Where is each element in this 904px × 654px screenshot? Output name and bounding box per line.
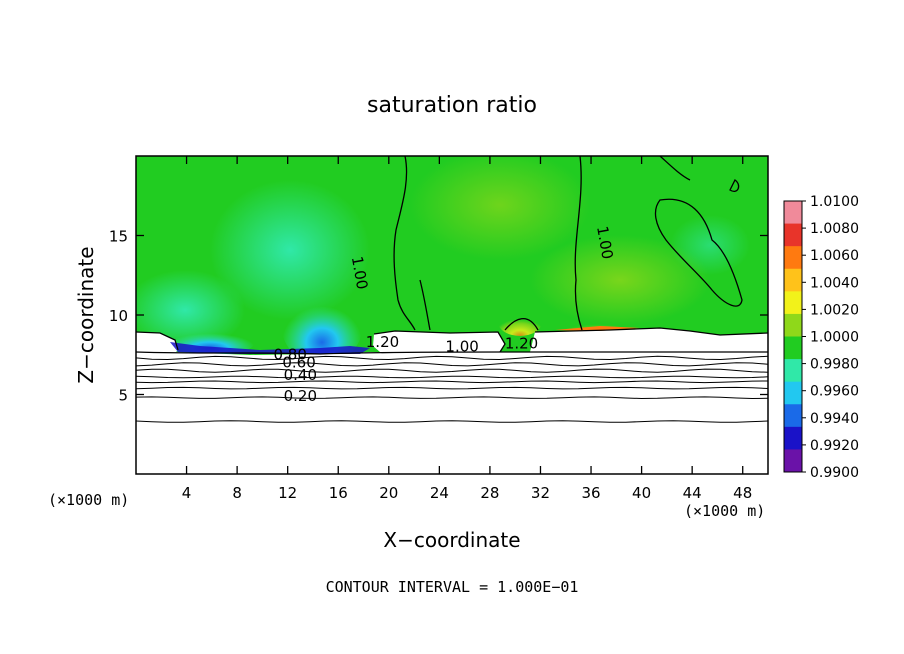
field-blue-fringe: [170, 342, 370, 354]
contour-level-line: [135, 375, 769, 379]
colorbar-swatch: [784, 201, 802, 225]
colorbar-swatch: [784, 404, 802, 428]
x-axis-unit-left: (×1000 m): [48, 491, 129, 509]
contour-label: 1.00: [593, 225, 617, 261]
field-cyan-patch: [210, 180, 370, 320]
contour-levels: [135, 355, 769, 423]
x-tick-label: 40: [632, 484, 651, 502]
contour-level-line: [135, 380, 769, 384]
contour-label: 1.00: [348, 255, 372, 291]
contour-line: [534, 327, 768, 336]
colorbar-swatch: [784, 268, 802, 292]
contour-line: [373, 330, 506, 353]
contour-lines: [136, 156, 768, 355]
x-axis-unit-right: (×1000 m): [684, 502, 765, 520]
contour-label: 0.20: [284, 387, 317, 405]
field-yellow-patch: [498, 308, 542, 336]
y-tick-label: 15: [109, 228, 128, 246]
contour-line: [504, 318, 539, 331]
contour-label: 0.40: [284, 366, 317, 384]
contour-level-line: [135, 420, 769, 423]
contour-line: [729, 179, 740, 192]
colorbar-swatch: [784, 426, 802, 450]
field-lower-region: [136, 352, 768, 474]
x-tick-label: 24: [430, 484, 449, 502]
x-tick-label: 12: [278, 484, 297, 502]
contour-line: [659, 156, 691, 181]
contour-label: 1.20: [366, 333, 399, 351]
colorbar-swatch: [784, 381, 802, 405]
contour-interval-footer: CONTOUR INTERVAL = 1.000E−01: [326, 578, 579, 596]
contour-line: [136, 331, 179, 351]
y-axis: 5 10 15: [109, 228, 768, 405]
contour-line: [419, 279, 431, 331]
x-tick-label: 32: [531, 484, 550, 502]
contour-level-line: [135, 396, 769, 400]
colorbar-swatch: [784, 223, 802, 247]
x-tick-label: 16: [329, 484, 348, 502]
x-tick-label: 36: [581, 484, 600, 502]
contour-level-line: [135, 368, 769, 373]
contour-labels: 1.00 1.00 1.20 1.00 1.20 0.800.600.40 0.20: [274, 225, 617, 405]
colorbar-swatch: [784, 291, 802, 315]
colorbar-label: 0.9920: [810, 438, 859, 454]
colorbar-label: 1.0040: [810, 275, 859, 291]
field-lime-patch: [410, 156, 590, 260]
x-tick-label: 44: [683, 484, 702, 502]
field-blue-patch: [282, 292, 362, 364]
x-tick-label: 28: [480, 484, 499, 502]
colorbar-label: 0.9900: [810, 465, 859, 481]
colorbar-label: 1.0060: [810, 248, 859, 264]
colorbar-swatch: [784, 336, 802, 360]
x-tick-label: 4: [182, 484, 192, 502]
colorbar-label: 0.9960: [810, 384, 859, 400]
contour-line: [654, 198, 743, 307]
contour-level-line: [135, 386, 769, 390]
contour-label: 0.60: [282, 353, 315, 371]
contour-label: 1.20: [505, 334, 538, 352]
contour-label: 0.80: [274, 346, 307, 364]
y-tick-label: 10: [109, 307, 128, 325]
x-tick-label: 48: [733, 484, 752, 502]
colorbar-label: 0.9940: [810, 411, 859, 427]
colorbar-label: 1.0000: [810, 330, 859, 346]
x-tick-label: 20: [379, 484, 398, 502]
x-axis: 4 8 12 16 20 24 28 32 36 40 44 48: [182, 156, 752, 502]
colorbar-label: 1.0080: [810, 221, 859, 237]
colorbar-swatch: [784, 359, 802, 383]
contour-label: 1.00: [445, 338, 478, 356]
contour-line: [393, 156, 416, 331]
colorbar: 1.0100 1.0080 1.0060 1.0040 1.0020 1.0000 0.99…: [783, 194, 859, 481]
colorbar-label: 0.9980: [810, 357, 859, 373]
field-cloud-region: [136, 328, 768, 356]
colorbar-swatch: [784, 449, 802, 473]
contour-line: [136, 351, 768, 355]
field-orange-fringe: [555, 326, 640, 331]
heatmap-field: [136, 156, 768, 474]
x-axis-label: X−coordinate: [383, 528, 520, 552]
y-axis-label: Z−coordinate: [74, 246, 98, 383]
contour-level-line: [135, 355, 769, 361]
colorbar-swatch: [784, 246, 802, 270]
chart-title: saturation ratio: [367, 93, 537, 118]
contour-level-line: [135, 362, 769, 367]
x-tick-label: 8: [232, 484, 242, 502]
colorbar-label: 1.0020: [810, 302, 859, 318]
colorbar-swatch: [784, 313, 802, 337]
contour-line: [574, 156, 583, 331]
colorbar-label: 1.0100: [810, 194, 859, 210]
y-tick-label: 5: [118, 387, 128, 405]
